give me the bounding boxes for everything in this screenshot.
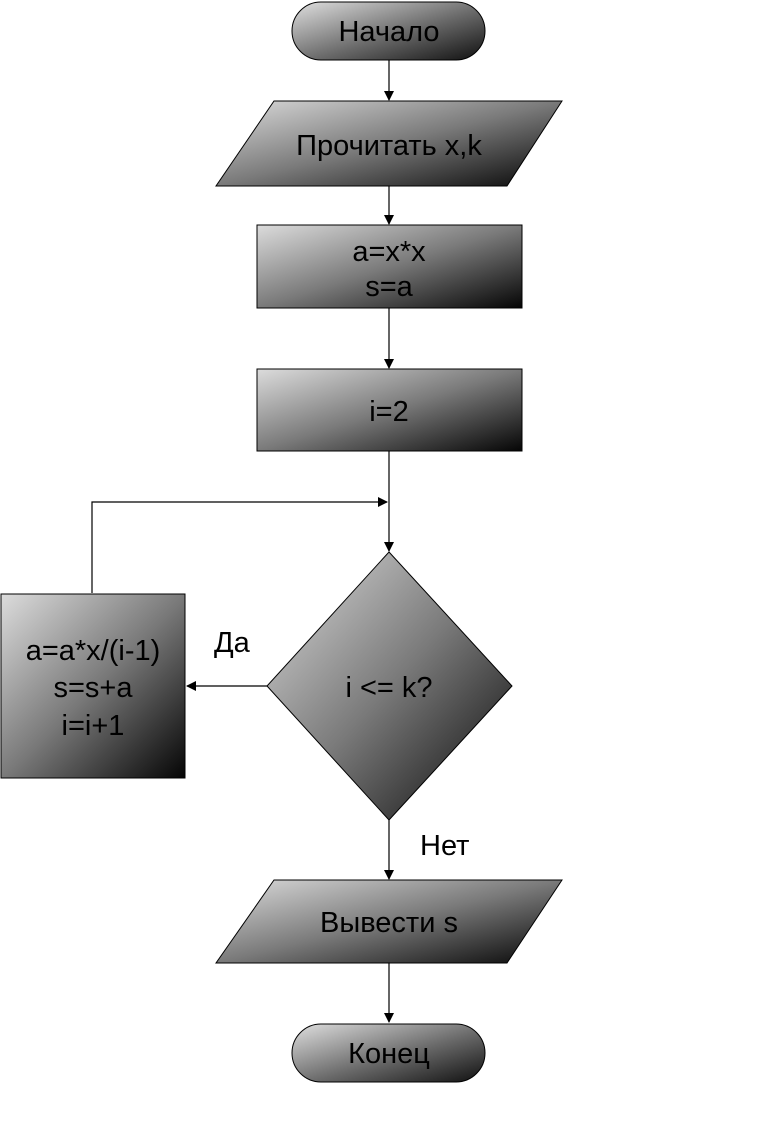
input-node: Прочитать x,k bbox=[215, 100, 563, 187]
input-label: Прочитать x,k bbox=[296, 130, 482, 162]
start-label: Начало bbox=[338, 16, 439, 48]
no-label: Нет bbox=[420, 830, 469, 862]
init1-node: a=x*x s=a bbox=[256, 224, 523, 309]
loop-body-node: a=a*x/(i-1) s=s+a i=i+1 bbox=[0, 593, 186, 779]
init1-line-1: a=x*x bbox=[352, 236, 426, 268]
connectors bbox=[91, 60, 394, 1023]
output-node: Вывести s bbox=[215, 879, 563, 964]
end-label: Конец bbox=[348, 1038, 430, 1070]
start-node: Начало bbox=[291, 1, 486, 61]
init1-line-2: s=a bbox=[365, 271, 413, 303]
yes-label: Да bbox=[214, 627, 251, 659]
init2-label: i=2 bbox=[369, 396, 409, 428]
loop-body-line-2: s=s+a bbox=[54, 672, 134, 704]
arrow-loop-back bbox=[91, 497, 388, 593]
end-node: Конец bbox=[291, 1023, 486, 1083]
loop-body-line-3: i=i+1 bbox=[62, 710, 125, 742]
output-label: Вывести s bbox=[320, 907, 458, 939]
init2-node: i=2 bbox=[256, 368, 523, 452]
loop-body-line-1: a=a*x/(i-1) bbox=[26, 635, 161, 667]
condition-label: i <= k? bbox=[345, 672, 432, 704]
condition-node: i <= k? bbox=[266, 551, 513, 821]
